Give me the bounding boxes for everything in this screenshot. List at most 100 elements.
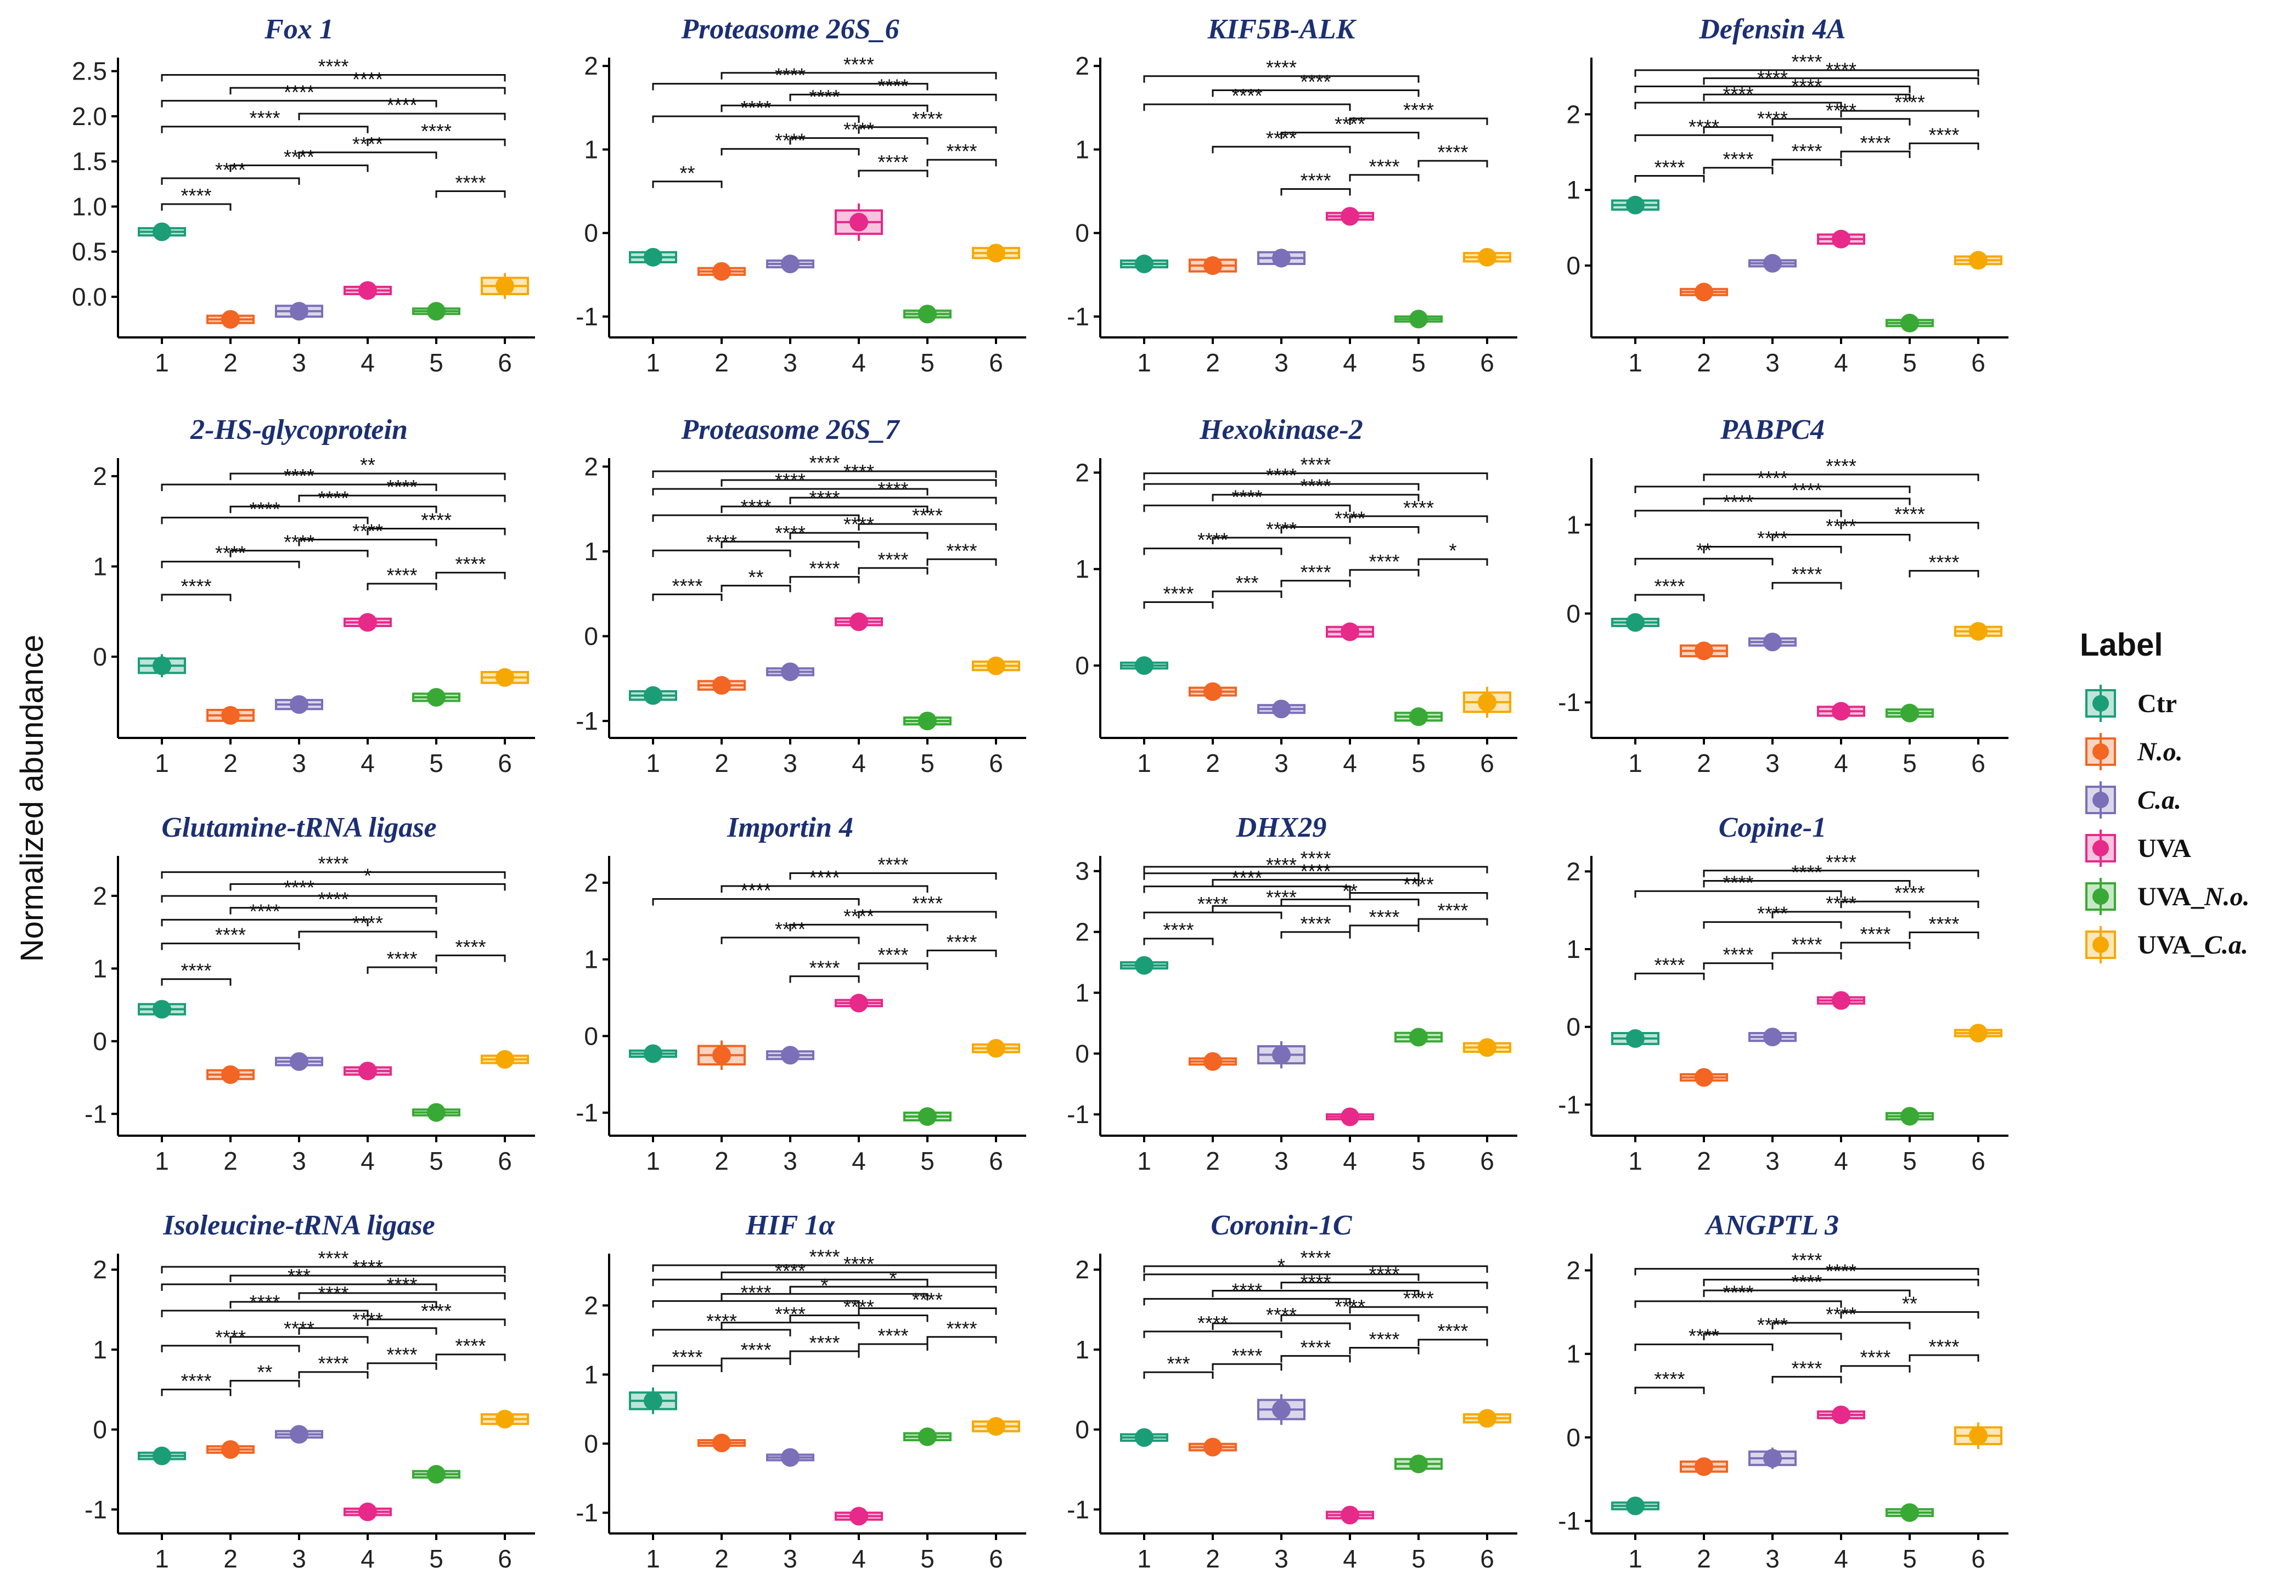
significance-bracket bbox=[161, 74, 506, 82]
significance-bracket bbox=[367, 966, 437, 974]
significance-label: **** bbox=[843, 53, 874, 76]
x-tick-label: 5 bbox=[429, 749, 443, 777]
panel-1: Fox 10.00.51.01.52.02.51 2 3 4 5 6***********… bbox=[72, 14, 535, 377]
y-tick-label: 1 bbox=[1566, 510, 1580, 539]
x-tick-label: 4 bbox=[1343, 749, 1357, 777]
legend-label: N.o. bbox=[2137, 737, 2183, 766]
mean-point-6 bbox=[1478, 692, 1496, 712]
y-tick-label: -1 bbox=[576, 1098, 598, 1127]
significance-bracket bbox=[652, 1329, 791, 1336]
significance-label: **** bbox=[1654, 156, 1685, 179]
y-tick-label: 0 bbox=[93, 1027, 107, 1056]
y-tick-label: 2 bbox=[93, 1255, 107, 1284]
significance-label: * bbox=[820, 1274, 828, 1296]
mean-point-3 bbox=[1272, 1045, 1291, 1064]
mean-point-5 bbox=[1900, 703, 1919, 723]
significance-bracket bbox=[1840, 150, 1911, 159]
significance-bracket bbox=[1143, 1330, 1282, 1338]
significance-bracket bbox=[652, 1364, 723, 1373]
mean-point-4 bbox=[358, 1502, 377, 1521]
x-tick-label: 2 bbox=[223, 348, 238, 377]
significance-bracket bbox=[1771, 118, 1911, 126]
significance-bracket bbox=[298, 151, 437, 159]
significance-bracket bbox=[1771, 159, 1842, 166]
significance-label: **** bbox=[284, 876, 314, 899]
significance-bracket bbox=[1349, 892, 1488, 900]
significance-bracket bbox=[1703, 870, 1979, 877]
x-tick-label: 4 bbox=[361, 1147, 375, 1175]
significance-label: **** bbox=[1300, 912, 1331, 935]
significance-label: **** bbox=[740, 1281, 771, 1304]
x-tick-label: 5 bbox=[429, 348, 443, 377]
mean-point-3 bbox=[781, 1448, 800, 1467]
mean-point-4 bbox=[849, 612, 868, 631]
significance-label: **** bbox=[1860, 923, 1890, 945]
panel-grid: Fox 10.00.51.01.52.02.51 2 3 4 5 6***********… bbox=[72, 14, 2008, 1573]
y-tick-label: 1 bbox=[1566, 1340, 1580, 1368]
significance-bracket bbox=[652, 549, 791, 557]
significance-label: * bbox=[889, 1267, 897, 1289]
x-tick-label: 6 bbox=[989, 1147, 1003, 1175]
significance-label: **** bbox=[181, 184, 211, 207]
significance-label: **** bbox=[386, 476, 417, 498]
y-tick-label: -1 bbox=[1558, 688, 1580, 717]
x-tick-label: 2 bbox=[1206, 749, 1220, 777]
y-tick-label: 2 bbox=[1075, 458, 1089, 487]
x-tick-label: 4 bbox=[852, 1147, 866, 1175]
x-tick-label: 5 bbox=[1411, 1147, 1426, 1175]
significance-bracket bbox=[721, 1322, 860, 1329]
x-tick-label: 3 bbox=[783, 1147, 797, 1175]
significance-bracket bbox=[1703, 1289, 1911, 1298]
x-tick-label: 3 bbox=[292, 1544, 306, 1573]
significance-bracket bbox=[1703, 880, 1911, 888]
mean-point-4 bbox=[1341, 622, 1359, 641]
mean-point-5 bbox=[427, 687, 446, 707]
significance-bracket bbox=[1280, 579, 1351, 588]
significance-bracket bbox=[161, 100, 437, 108]
significance-bracket bbox=[1143, 504, 1351, 512]
significance-label: **** bbox=[181, 575, 211, 597]
y-tick-label: 2.5 bbox=[72, 57, 107, 86]
legend-label: Ctr bbox=[2137, 689, 2177, 718]
significance-label: **** bbox=[1791, 1271, 1822, 1293]
significance-bracket bbox=[789, 1285, 997, 1294]
x-tick-label: 2 bbox=[1697, 348, 1711, 377]
significance-label: **** bbox=[1163, 919, 1194, 941]
mean-point-1 bbox=[153, 222, 171, 241]
significance-bracket bbox=[435, 190, 506, 198]
x-tick-label: 6 bbox=[1971, 1544, 1985, 1573]
y-tick-label: 2 bbox=[1566, 857, 1580, 886]
x-tick-label: 2 bbox=[1697, 749, 1711, 777]
x-tick-label: 5 bbox=[920, 1147, 935, 1175]
significance-bracket bbox=[229, 1274, 506, 1282]
x-tick-label: 3 bbox=[292, 348, 306, 377]
legend-item-5: UVA_N.o. bbox=[2085, 878, 2249, 915]
significance-bracket bbox=[1212, 145, 1351, 154]
significance-label: **** bbox=[672, 1346, 702, 1368]
significance-bracket bbox=[367, 1362, 437, 1370]
x-tick-label: 6 bbox=[498, 348, 512, 377]
significance-label: **** bbox=[1300, 1247, 1331, 1269]
significance-bracket bbox=[789, 576, 860, 584]
significance-bracket bbox=[161, 1310, 369, 1317]
significance-label: **** bbox=[1860, 132, 1890, 154]
x-tick-label: 3 bbox=[1274, 1147, 1288, 1175]
x-tick-label: 6 bbox=[1971, 1147, 1985, 1175]
significance-bracket bbox=[161, 1345, 300, 1352]
mean-point-6 bbox=[1478, 1038, 1496, 1057]
significance-bracket bbox=[298, 494, 506, 503]
panel-title: Copine-1 bbox=[1719, 812, 1826, 843]
significance-bracket bbox=[652, 593, 723, 601]
significance-bracket bbox=[161, 871, 506, 879]
significance-label: **** bbox=[318, 487, 348, 509]
x-tick-label: 6 bbox=[1480, 1147, 1494, 1175]
mean-point-3 bbox=[781, 662, 800, 681]
significance-bracket bbox=[652, 898, 860, 906]
mean-point-6 bbox=[1969, 622, 1988, 641]
significance-label: **** bbox=[1791, 861, 1822, 884]
significance-label: **** bbox=[1300, 1336, 1331, 1358]
y-tick-label: 0 bbox=[1075, 1039, 1089, 1068]
x-tick-label: 5 bbox=[920, 348, 935, 377]
